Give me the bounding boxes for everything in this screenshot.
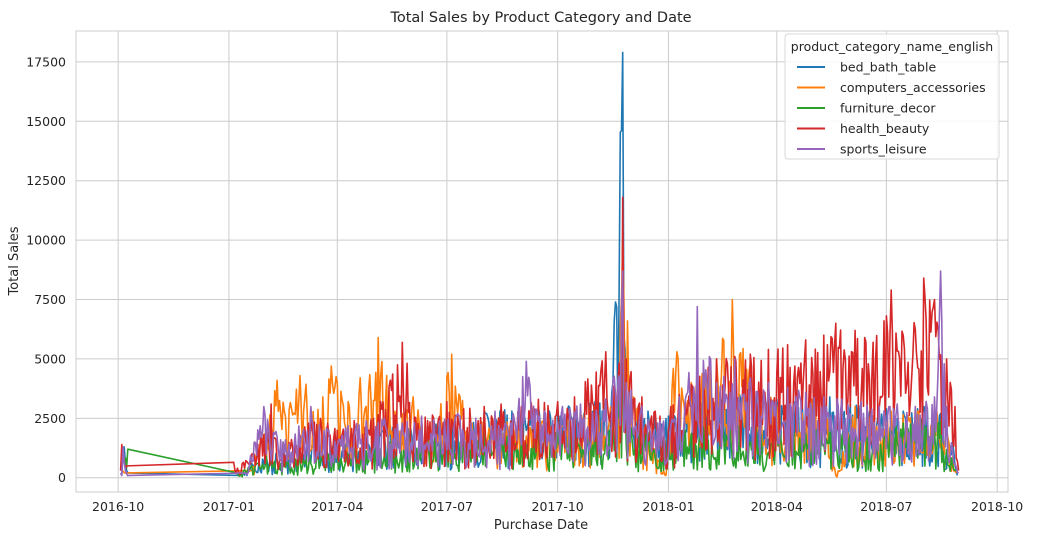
x-tick-label: 2017-10 (532, 499, 584, 514)
legend-label-furniture-decor: furniture_decor (840, 101, 936, 116)
x-tick-label: 2016-10 (92, 499, 144, 514)
x-tick-label: 2017-07 (421, 499, 473, 514)
y-tick-label: 17500 (26, 54, 66, 69)
y-tick-label: 12500 (26, 173, 66, 188)
legend-label-sports-leisure: sports_leisure (840, 142, 927, 157)
series-line-health-beauty (119, 196, 960, 476)
x-tick-label: 2018-07 (860, 499, 912, 514)
legend-items: bed_bath_table computers_accessoriesfurni… (797, 60, 986, 157)
y-tick-label: 15000 (26, 114, 66, 129)
x-tick-label: 2017-01 (203, 499, 255, 514)
plot-frame (75, 30, 1009, 493)
series-line-sports-leisure (119, 270, 960, 477)
x-tick-label: 2017-04 (311, 499, 363, 514)
legend-box (784, 33, 1000, 160)
y-tick-label: 5000 (34, 351, 66, 366)
y-tick-labels: 0 2500 5000 7500 10000 12500 15000 17500 (26, 54, 66, 485)
legend-label-bed-bath-table: bed_bath_table (840, 60, 936, 75)
y-tick-label: 10000 (26, 233, 66, 248)
y-tick-label: 7500 (34, 292, 66, 307)
chart-title: Total Sales by Product Category and Date (389, 10, 691, 26)
legend-label-health-beauty: health_beauty (840, 121, 930, 136)
y-axis-label: Total Sales (7, 226, 22, 296)
x-axis-label: Purchase Date (494, 518, 588, 533)
series-group (119, 51, 960, 478)
x-tick-label: 2018-01 (642, 499, 694, 514)
x-tick-label: 2018-04 (751, 499, 803, 514)
x-tick-labels: 2016-10 2017-01 2017-04 2017-07 2017-10 2018-… (92, 499, 1023, 514)
legend-label-computers-accessories: computers_accessories (840, 80, 986, 95)
legend: product_category_name_english bed_bath_t… (784, 33, 1000, 160)
y-tick-label: 0 (58, 470, 66, 485)
x-tick-label: 2018-10 (971, 499, 1023, 514)
legend-title: product_category_name_english (791, 39, 993, 54)
y-tick-label: 2500 (34, 411, 66, 426)
